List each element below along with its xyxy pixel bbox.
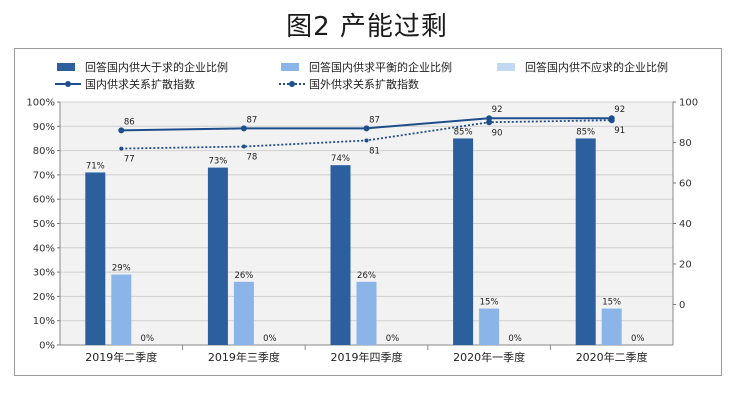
figure-title: 图2 产能过剩 <box>286 12 448 42</box>
bar-value-label: 74% <box>331 154 350 164</box>
y-left-tick-label: 40% <box>33 243 55 254</box>
y-left-tick-label: 70% <box>33 170 55 181</box>
y-left-tick-label: 80% <box>33 146 55 157</box>
bar <box>356 281 377 345</box>
line-value-label: 87 <box>369 115 380 125</box>
y-left-tick-label: 100% <box>26 98 55 109</box>
bar <box>479 308 500 345</box>
series-marker <box>608 117 615 124</box>
y-right-tick-label: 0 <box>679 300 685 311</box>
x-tick-label: 2020年一季度 <box>453 350 525 364</box>
bar-value-label: 0% <box>263 334 277 344</box>
line-value-label: 78 <box>246 153 257 163</box>
bar-value-label: 29% <box>112 264 131 274</box>
y-right-tick-label: 80 <box>679 138 692 149</box>
bar-value-label: 71% <box>86 161 105 171</box>
bar-value-label: 15% <box>480 298 499 308</box>
bar <box>85 172 106 345</box>
y-left-tick-label: 30% <box>33 268 55 279</box>
line-value-label: 86 <box>124 117 135 127</box>
bar <box>453 138 474 345</box>
bar-value-label: 73% <box>208 157 227 167</box>
y-left-tick-label: 50% <box>33 219 55 230</box>
bar-value-label: 0% <box>508 334 522 344</box>
legend-swatch <box>497 63 515 71</box>
series-marker <box>363 125 370 132</box>
legend-marker <box>289 81 295 87</box>
legend-label: 国内供求关系扩散指数 <box>85 77 195 91</box>
line-value-label: 87 <box>246 115 257 125</box>
y-right-tick-label: 100 <box>679 98 698 109</box>
y-left-tick-label: 60% <box>33 195 55 206</box>
bar <box>601 308 622 345</box>
y-left-tick-label: 0% <box>39 341 55 352</box>
series-marker <box>240 125 247 132</box>
line-value-label: 90 <box>492 128 503 138</box>
series-marker <box>364 138 369 143</box>
line-value-label: 91 <box>614 126 625 136</box>
y-right-tick-label: 40 <box>679 219 692 230</box>
bar-value-label: 0% <box>631 334 645 344</box>
legend-label: 回答国内供求平衡的企业比例 <box>309 60 452 74</box>
legend-swatch <box>57 63 75 71</box>
bar <box>575 138 596 345</box>
legend: 回答国内供大于求的企业比例 回答国内供求平衡的企业比例 回答国内供不应求的企业比例国… <box>55 60 668 91</box>
x-tick-label: 2019年三季度 <box>208 350 280 364</box>
bar-value-label: 26% <box>357 271 376 281</box>
legend-label: 回答国内供不应求的企业比例 <box>525 60 668 74</box>
y-right-tick-label: 20 <box>679 260 692 271</box>
bar-value-label: 15% <box>602 298 621 308</box>
legend-marker <box>65 81 71 87</box>
line-value-label: 92 <box>614 105 625 115</box>
bar <box>233 281 254 345</box>
chart-frame: 回答国内供大于求的企业比例 回答国内供求平衡的企业比例 回答国内供不应求的企业比例国… <box>14 48 722 376</box>
bar <box>330 165 351 345</box>
bar-value-label: 0% <box>386 334 400 344</box>
bar <box>111 274 132 345</box>
x-tick-label: 2019年四季度 <box>331 350 403 364</box>
y-right-tick-label: 60 <box>679 179 692 190</box>
legend-swatch <box>281 63 299 71</box>
series-marker <box>119 146 124 151</box>
plot-area: 0% 10% 20% 30% 40% 50% 60% 70% 80% 90% 100% 0 20 40 60… <box>26 98 698 365</box>
bar-value-label: 0% <box>141 334 155 344</box>
bar-value-label: 26% <box>234 271 253 281</box>
line-value-label: 81 <box>369 146 380 156</box>
chart: 回答国内供大于求的企业比例 回答国内供求平衡的企业比例 回答国内供不应求的企业比例国… <box>26 60 698 365</box>
bar-value-label: 85% <box>576 127 595 137</box>
y-left-tick-label: 10% <box>33 316 55 327</box>
legend-label: 国外供求关系扩散指数 <box>309 77 419 91</box>
line-value-label: 92 <box>492 105 503 115</box>
bar <box>207 167 228 345</box>
x-tick-label: 2019年二季度 <box>85 350 157 364</box>
bar-value-label: 85% <box>454 127 473 137</box>
x-tick-label: 2020年二季度 <box>576 350 648 364</box>
series-marker <box>241 144 246 149</box>
legend-label: 回答国内供大于求的企业比例 <box>85 60 228 74</box>
series-marker <box>118 127 125 134</box>
line-value-label: 77 <box>124 155 135 165</box>
y-left-tick-label: 20% <box>33 292 55 303</box>
y-left-tick-label: 90% <box>33 122 55 133</box>
series-marker <box>486 119 493 126</box>
